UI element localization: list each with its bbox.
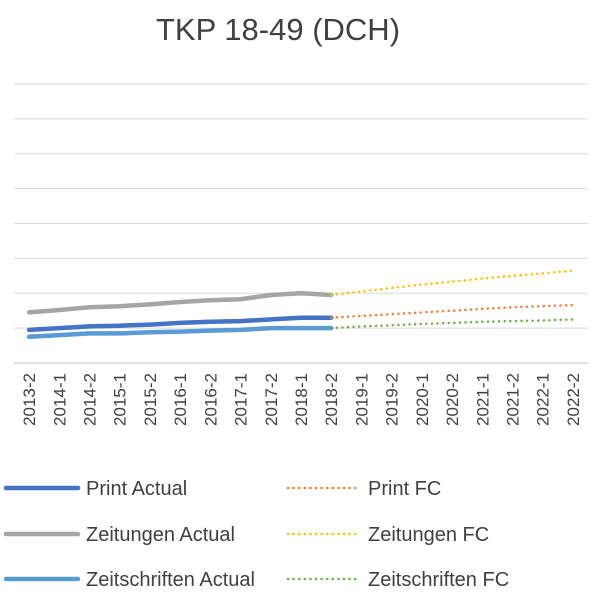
x-tick-label: 2022-2 bbox=[564, 373, 583, 426]
x-tick-label: 2021-2 bbox=[503, 373, 522, 426]
x-tick-label: 2015-2 bbox=[141, 373, 160, 426]
legend: Print Actual Zeitungen Actual Zeitschrifte… bbox=[3, 478, 509, 591]
legend-label: Zeitschriften Actual bbox=[86, 569, 255, 591]
x-tick-label: 2016-1 bbox=[171, 373, 190, 426]
series-lines bbox=[26, 269, 575, 340]
series-line-print-fc bbox=[329, 303, 575, 319]
legend-item-print-actual: Print Actual bbox=[3, 478, 187, 500]
gridlines bbox=[14, 83, 588, 364]
x-tick-label: 2019-1 bbox=[352, 373, 371, 426]
series-line-zeitschriften-fc bbox=[329, 318, 575, 330]
legend-label: Zeitungen FC bbox=[368, 524, 489, 546]
x-tick-label: 2014-2 bbox=[81, 373, 100, 426]
x-axis-ticks: 2013-2 2014-1 2014-2 2015-1 2015-2 2016-1 2016… bbox=[20, 373, 583, 426]
x-tick-label: 2022-1 bbox=[534, 373, 553, 426]
legend-item-zeitungen-fc: Zeitungen FC bbox=[286, 524, 489, 546]
x-tick-label: 2018-1 bbox=[292, 373, 311, 426]
legend-item-zeitschriften-actual: Zeitschriften Actual bbox=[3, 569, 255, 591]
x-tick-label: 2021-1 bbox=[473, 373, 492, 426]
legend-item-zeitschriften-fc: Zeitschriften FC bbox=[286, 569, 509, 591]
legend-label: Print Actual bbox=[86, 478, 187, 500]
series-line-print-actual bbox=[26, 315, 334, 333]
chart-title: TKP 18-49 (DCH) bbox=[156, 12, 400, 47]
x-tick-label: 2019-2 bbox=[383, 373, 402, 426]
series-line-zeitungen-fc bbox=[329, 269, 575, 297]
x-tick-label: 2015-1 bbox=[111, 373, 130, 426]
x-tick-label: 2020-2 bbox=[443, 373, 462, 426]
series-line-zeitschriften-actual bbox=[26, 325, 334, 340]
legend-label: Print FC bbox=[368, 478, 441, 500]
x-tick-label: 2020-1 bbox=[413, 373, 432, 426]
x-tick-label: 2018-2 bbox=[322, 373, 341, 426]
x-tick-label: 2017-1 bbox=[232, 373, 251, 426]
x-tick-label: 2013-2 bbox=[20, 373, 39, 426]
x-tick-label: 2016-2 bbox=[201, 373, 220, 426]
legend-item-print-fc: Print FC bbox=[286, 478, 441, 500]
legend-label: Zeitungen Actual bbox=[86, 524, 235, 546]
series-line-zeitungen-actual bbox=[26, 291, 334, 315]
legend-item-zeitungen-actual: Zeitungen Actual bbox=[3, 524, 235, 546]
x-tick-label: 2014-1 bbox=[50, 373, 69, 426]
x-tick-label: 2017-2 bbox=[262, 373, 281, 426]
legend-label: Zeitschriften FC bbox=[368, 569, 509, 591]
